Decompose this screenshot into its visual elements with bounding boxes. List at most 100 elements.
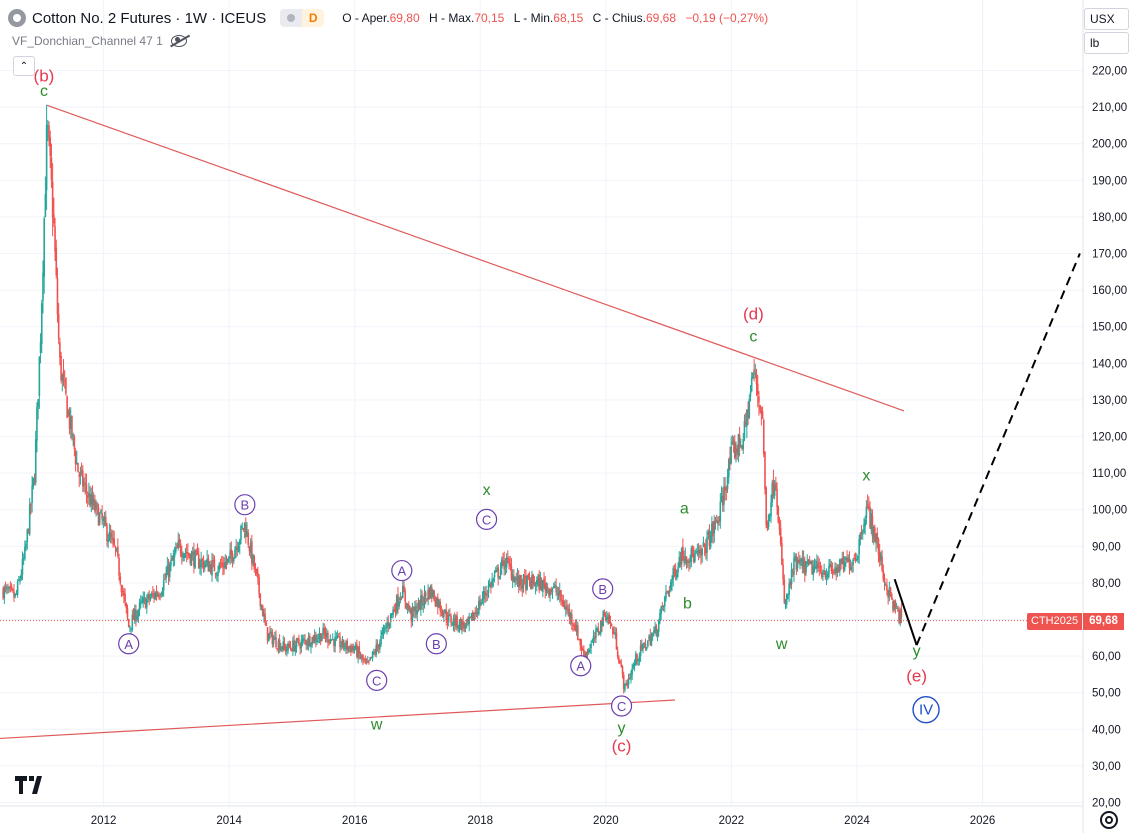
candle-body — [11, 589, 14, 591]
candle-body — [519, 574, 521, 586]
wave-label[interactable]: (c) — [612, 736, 632, 755]
projection-solid-line[interactable] — [893, 578, 918, 646]
candle-body — [677, 567, 679, 573]
wave-label[interactable]: (b) — [34, 66, 55, 85]
candle-body — [609, 621, 612, 624]
collapse-legend-button[interactable]: ⌃ — [13, 56, 35, 76]
wave-label[interactable]: C — [610, 695, 633, 717]
drawings-layer[interactable] — [0, 104, 1083, 740]
candle-body — [896, 609, 899, 611]
candle-body — [290, 649, 293, 652]
candle-body — [435, 598, 438, 606]
wave-label[interactable]: (e) — [906, 667, 927, 686]
wave-label[interactable]: A — [118, 633, 140, 655]
x-tick-label: 2024 — [844, 815, 870, 827]
candle-body — [628, 677, 631, 680]
candle-body — [327, 632, 329, 643]
candle-body — [498, 576, 501, 578]
candle-body — [614, 632, 617, 636]
projection-dashed-line[interactable] — [915, 253, 1081, 646]
wave-label[interactable]: B — [425, 633, 447, 655]
symbol-title[interactable]: Cotton No. 2 Futures · 1W · ICEUS — [32, 9, 267, 27]
currency-selector[interactable]: USX — [1084, 8, 1129, 30]
wave-label[interactable]: x — [862, 467, 870, 484]
hidden-eye-icon[interactable] — [170, 35, 187, 47]
candle-body — [259, 593, 262, 607]
candle-body — [80, 469, 83, 471]
candle-body — [670, 581, 672, 590]
candle-body — [92, 499, 95, 506]
wave-label[interactable]: B — [234, 494, 256, 516]
wave-label[interactable]: c — [749, 328, 757, 345]
wave-label[interactable]: c — [40, 83, 48, 100]
unit-selector[interactable]: lb — [1084, 32, 1129, 54]
candle-body — [864, 519, 866, 527]
candle-body — [882, 570, 885, 580]
candle-body — [397, 594, 399, 607]
wave-label[interactable]: (d) — [743, 304, 764, 323]
candle-body — [51, 181, 54, 218]
wave-label[interactable]: x — [483, 482, 491, 499]
candle-body — [97, 507, 100, 526]
wave-label[interactable]: b — [683, 596, 692, 613]
wave-label[interactable]: w — [370, 716, 383, 733]
trendline[interactable] — [0, 699, 675, 740]
y-tick-label: 30,00 — [1092, 761, 1121, 773]
indicator-label[interactable]: VF_Donchian_Channel 47 1 — [12, 34, 163, 48]
candle-body — [358, 646, 361, 655]
candle-body — [510, 566, 513, 579]
y-tick-label: 220,00 — [1092, 66, 1127, 78]
time-axis[interactable]: 2012 2014 2016 2018 2020 2022 2024 2026 — [91, 815, 996, 827]
candle-body — [666, 591, 668, 593]
wave-label-text: a — [680, 500, 689, 517]
wave-label[interactable]: y — [913, 643, 921, 660]
candle-body — [775, 483, 777, 490]
candle-body — [806, 561, 809, 564]
x-tick-label: 2020 — [593, 815, 619, 827]
wave-label[interactable]: A — [570, 655, 592, 677]
settings-gear-icon[interactable] — [1100, 811, 1118, 829]
candle-body — [272, 639, 275, 644]
data-source-pill[interactable]: D — [280, 9, 325, 27]
wave-label[interactable]: IV — [912, 695, 940, 724]
candle-body — [795, 555, 798, 570]
wave-label[interactable]: y — [618, 720, 626, 737]
tradingview-logo-icon[interactable] — [15, 776, 47, 794]
y-tick-label: 150,00 — [1092, 322, 1127, 334]
wave-label-text: B — [598, 582, 607, 597]
candle-body — [424, 592, 427, 597]
indicator-legend[interactable]: VF_Donchian_Channel 47 1 — [12, 34, 187, 48]
candle-body — [160, 593, 163, 596]
candle-body — [399, 598, 402, 601]
candle-body — [760, 409, 763, 415]
candle-body — [458, 619, 461, 628]
candle-body — [266, 627, 269, 641]
wave-label[interactable]: w — [775, 636, 788, 653]
trendline[interactable] — [46, 104, 905, 412]
wave-label[interactable]: a — [680, 500, 689, 517]
candle-body — [805, 561, 807, 573]
wave-label[interactable]: C — [475, 508, 498, 530]
candle-body — [515, 578, 518, 580]
wave-label[interactable]: C — [366, 669, 388, 691]
candle-body — [284, 646, 287, 652]
candle-body — [478, 600, 480, 615]
wave-label[interactable]: A — [391, 559, 413, 582]
candle-body — [484, 592, 486, 596]
data-delay-badge[interactable]: D — [302, 9, 325, 27]
candle-body — [721, 495, 724, 506]
candle-body — [193, 550, 195, 567]
candle-body — [469, 616, 472, 618]
candle-body — [37, 399, 39, 408]
candle-body — [42, 272, 44, 301]
candle-body — [593, 637, 596, 639]
candle-body — [150, 593, 153, 597]
price-axis[interactable]: 220,00 210,00 200,00 190,00 180,00 170,00 160,… — [1092, 66, 1127, 810]
wave-label-text: c — [40, 83, 48, 100]
candle-body — [68, 410, 71, 429]
candle-body — [482, 590, 485, 600]
candle-body — [661, 606, 664, 608]
wave-label[interactable]: B — [592, 578, 614, 600]
